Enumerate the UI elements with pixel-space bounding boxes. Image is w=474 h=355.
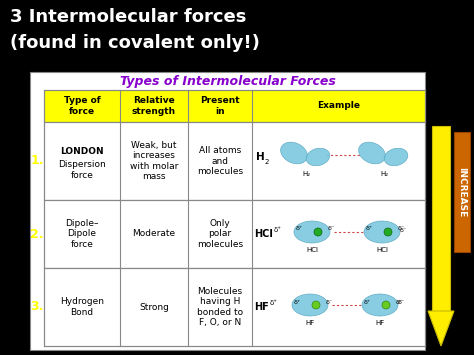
Text: HF: HF <box>254 302 269 312</box>
Text: Present
in: Present in <box>200 96 240 116</box>
Ellipse shape <box>312 301 320 309</box>
Text: δ⁻: δ⁻ <box>326 300 333 305</box>
Text: HCl: HCl <box>376 247 388 253</box>
Text: Example: Example <box>317 102 360 110</box>
Text: 3.: 3. <box>30 300 44 313</box>
Text: HCl: HCl <box>306 247 318 253</box>
Text: H₂: H₂ <box>380 171 388 177</box>
Text: δ⁺: δ⁺ <box>364 300 371 305</box>
FancyBboxPatch shape <box>44 200 425 268</box>
Text: 3 Intermolecular forces: 3 Intermolecular forces <box>10 8 246 26</box>
FancyBboxPatch shape <box>44 122 425 200</box>
FancyBboxPatch shape <box>30 72 425 350</box>
FancyBboxPatch shape <box>44 268 425 346</box>
Text: LONDON: LONDON <box>60 147 104 157</box>
Ellipse shape <box>314 228 322 236</box>
Text: H: H <box>256 152 265 162</box>
Text: Dispersion
force: Dispersion force <box>58 160 106 180</box>
Text: δ⁻: δ⁻ <box>396 300 403 305</box>
Text: δ⁻: δ⁻ <box>328 226 335 231</box>
Text: Moderate: Moderate <box>132 229 175 239</box>
Text: (found in covalent only!): (found in covalent only!) <box>10 34 260 52</box>
Text: δ⁺: δ⁺ <box>366 226 373 231</box>
Ellipse shape <box>384 148 408 166</box>
Text: Only
polar
molecules: Only polar molecules <box>197 219 243 249</box>
Text: δ⁺: δ⁺ <box>270 300 278 306</box>
Text: All atoms
and
molecules: All atoms and molecules <box>197 146 243 176</box>
Text: δ⁺: δ⁺ <box>294 300 301 305</box>
Text: Molecules
having H
bonded to
F, O, or N: Molecules having H bonded to F, O, or N <box>197 287 243 327</box>
Text: HF: HF <box>305 320 315 326</box>
Text: HCl: HCl <box>254 229 273 239</box>
FancyBboxPatch shape <box>44 90 425 122</box>
Text: Dipole–
Dipole
force: Dipole– Dipole force <box>65 219 99 249</box>
FancyBboxPatch shape <box>454 132 470 252</box>
Text: δ⁻: δ⁻ <box>400 228 407 233</box>
Text: δ⁻: δ⁻ <box>398 300 405 306</box>
Text: INCREASE: INCREASE <box>457 167 466 217</box>
Text: δ⁺: δ⁺ <box>274 227 282 233</box>
Ellipse shape <box>292 294 328 316</box>
Text: δ⁺: δ⁺ <box>296 226 303 231</box>
Ellipse shape <box>384 228 392 236</box>
Text: HF: HF <box>375 320 384 326</box>
Ellipse shape <box>306 148 330 166</box>
Text: Relative
strength: Relative strength <box>132 96 176 116</box>
Text: Weak, but
increases
with molar
mass: Weak, but increases with molar mass <box>130 141 178 181</box>
Text: Strong: Strong <box>139 302 169 311</box>
Ellipse shape <box>382 301 390 309</box>
Ellipse shape <box>362 294 398 316</box>
FancyBboxPatch shape <box>432 126 450 311</box>
Polygon shape <box>428 311 454 346</box>
Text: 2.: 2. <box>30 228 44 240</box>
Text: 1.: 1. <box>30 154 44 168</box>
Text: H₂: H₂ <box>302 171 310 177</box>
Ellipse shape <box>281 142 307 164</box>
Text: Type of
force: Type of force <box>64 96 100 116</box>
Text: 2: 2 <box>265 159 269 165</box>
Ellipse shape <box>294 221 330 243</box>
Text: Hydrogen
Bond: Hydrogen Bond <box>60 297 104 317</box>
Text: Types of Intermolecular Forces: Types of Intermolecular Forces <box>119 75 336 88</box>
Ellipse shape <box>359 142 385 164</box>
Ellipse shape <box>364 221 400 243</box>
Text: δ⁻: δ⁻ <box>398 226 405 231</box>
